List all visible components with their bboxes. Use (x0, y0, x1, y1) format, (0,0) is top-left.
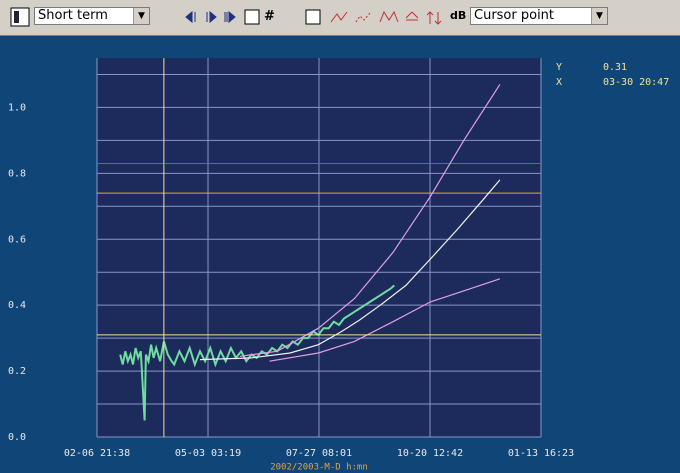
data-line (199, 179, 501, 361)
y-tick-label: 0.6 (8, 234, 26, 245)
icon-scale[interactable] (426, 11, 442, 25)
db-button[interactable]: dB (450, 9, 467, 22)
dropdown-arrow[interactable]: ▼ (133, 8, 149, 24)
period-value: Short term (38, 8, 108, 23)
mode-dropdown[interactable]: Cursor point ▼ (470, 7, 608, 25)
dropdown-arrow[interactable]: ▼ (591, 8, 607, 24)
data-line (239, 84, 501, 357)
toolbar-icons (10, 7, 442, 27)
x-tick-label: 01-13 16:23 (508, 448, 574, 459)
y-tick-label: 0.4 (8, 300, 26, 311)
x-axis-title: 2002/2003-M-D h:mn (270, 463, 368, 473)
toolbar: Short term ▼ # dB Cursor point ▼ (0, 0, 680, 36)
icon-window[interactable] (10, 7, 30, 27)
icon-peaks[interactable] (379, 10, 399, 23)
mode-value: Cursor point (474, 8, 555, 23)
y-tick-label: 0.0 (8, 432, 26, 443)
y-tick-label: 0.2 (8, 366, 26, 377)
x-tick-label: 10-20 12:42 (397, 448, 463, 459)
icon-dots[interactable] (355, 12, 371, 23)
icon-table[interactable] (244, 9, 260, 25)
cursor-x-value: 03-30 20:47 (603, 77, 669, 88)
chart: 0.0 0.2 0.4 0.6 0.8 1.0 02-06 21:38 05-03 03:19… (8, 58, 669, 473)
icon-back[interactable] (185, 10, 196, 24)
period-dropdown[interactable]: Short term ▼ (34, 7, 150, 25)
cursor-x-name: X (556, 77, 562, 88)
x-tick-label: 05-03 03:19 (175, 448, 241, 459)
grid-button[interactable]: # (264, 9, 275, 24)
data-line (269, 278, 501, 362)
icon-trend[interactable] (330, 11, 348, 23)
cursor-y-value: 0.31 (603, 62, 627, 73)
icon-range[interactable] (405, 11, 419, 21)
y-tick-label: 1.0 (8, 102, 26, 113)
x-tick-label: 02-06 21:38 (64, 448, 130, 459)
icon-window-part (14, 11, 19, 23)
y-tick-label: 0.8 (8, 168, 26, 179)
cursor-y-name: Y (556, 62, 562, 73)
icon-end[interactable] (224, 10, 236, 24)
icon-forward[interactable] (206, 10, 217, 24)
x-tick-label: 07-27 08:01 (286, 448, 352, 459)
icon-list[interactable] (305, 9, 321, 25)
